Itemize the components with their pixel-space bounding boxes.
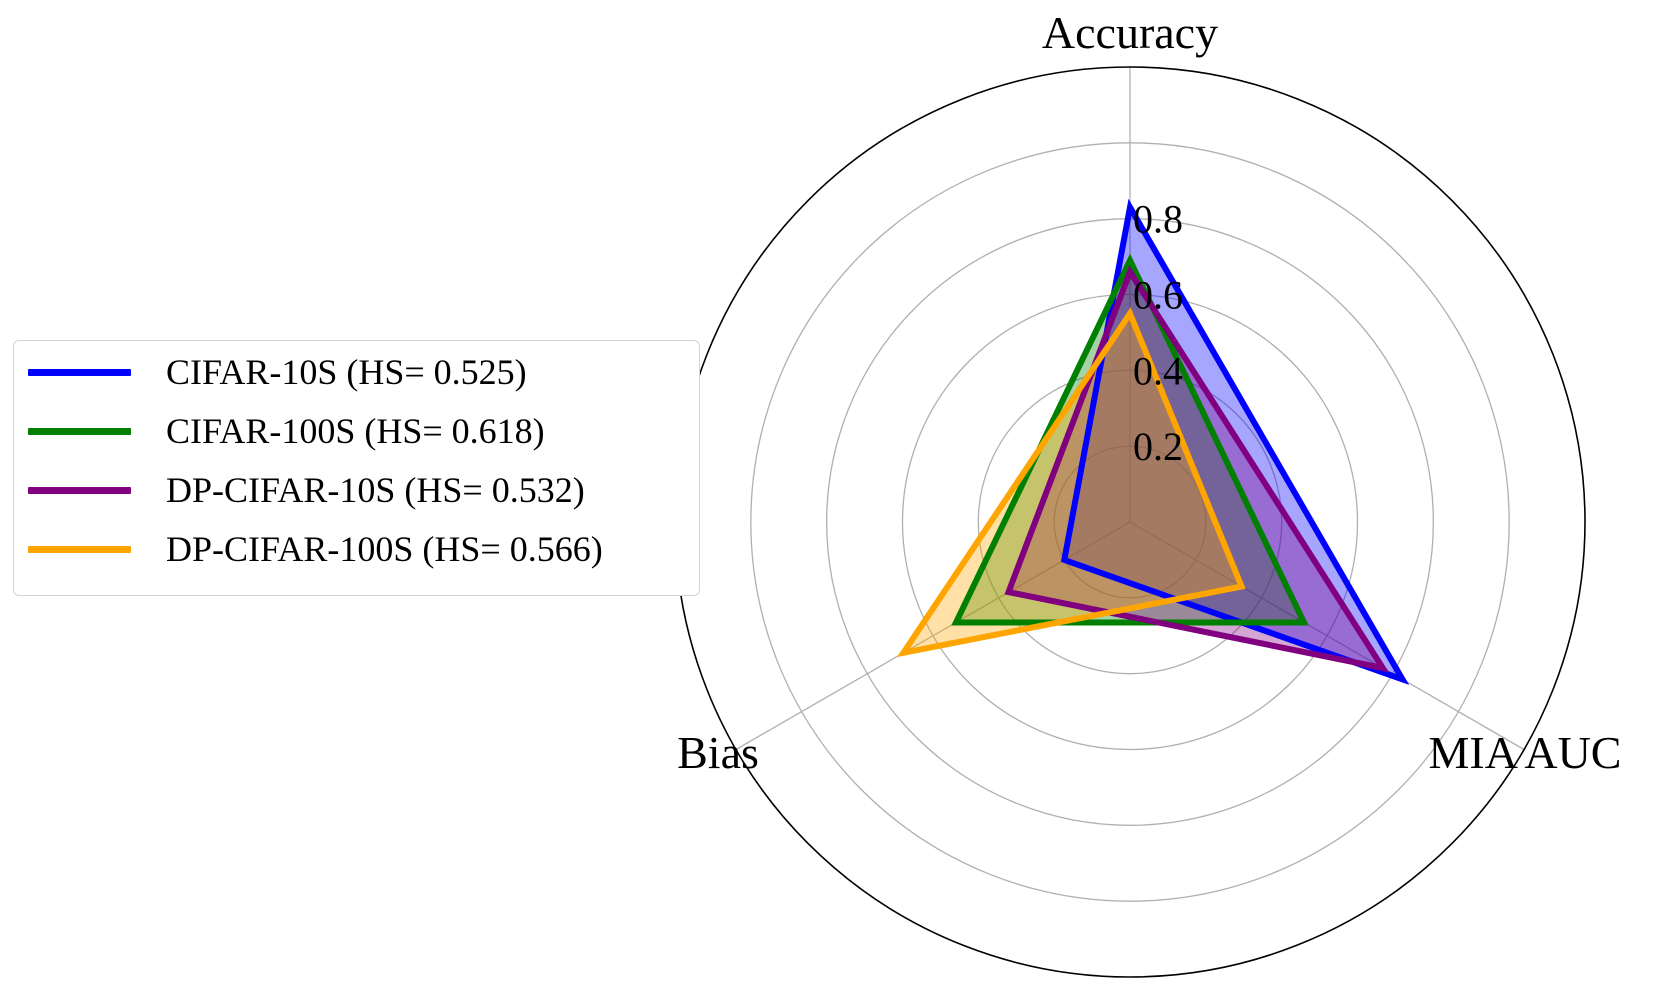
legend-item: CIFAR-10S (HS= 0.525) [28, 352, 527, 392]
legend-swatch-cifar-10s [28, 368, 131, 376]
tick-layer: 0.2 0.4 0.6 0.8 [1133, 197, 1183, 469]
axis-label-layer: Accuracy MIA AUC Bias [677, 7, 1621, 778]
legend-item: DP-CIFAR-10S (HS= 0.532) [28, 470, 585, 510]
legend-swatch-cifar-100s [28, 427, 131, 435]
series-line [1004, 265, 1390, 673]
radial-tick-label: 0.6 [1133, 273, 1183, 318]
legend-label: DP-CIFAR-10S (HS= 0.532) [166, 470, 585, 510]
legend: CIFAR-10S (HS= 0.525) CIFAR-100S (HS= 0.… [13, 340, 700, 596]
legend-label: CIFAR-10S (HS= 0.525) [166, 352, 527, 392]
legend-label: DP-CIFAR-100S (HS= 0.566) [166, 529, 603, 569]
axis-label: MIA AUC [1429, 727, 1622, 778]
series-line [896, 307, 1246, 658]
radial-tick-label: 0.8 [1133, 197, 1183, 242]
legend-label: CIFAR-100S (HS= 0.618) [166, 411, 545, 451]
legend-swatch-dp-cifar-100s [28, 545, 131, 553]
legend-swatch-dp-cifar-10s [28, 486, 131, 494]
axis-label: Accuracy [1042, 7, 1218, 58]
series-area [903, 313, 1242, 653]
radial-tick-label: 0.2 [1133, 424, 1183, 469]
legend-item: CIFAR-100S (HS= 0.618) [28, 411, 545, 451]
series-layer [896, 198, 1410, 685]
legend-item: DP-CIFAR-100S (HS= 0.566) [28, 529, 603, 569]
spoke-line [1129, 521, 1525, 751]
radial-tick-label: 0.4 [1133, 348, 1183, 393]
axis-label: Bias [677, 727, 759, 778]
